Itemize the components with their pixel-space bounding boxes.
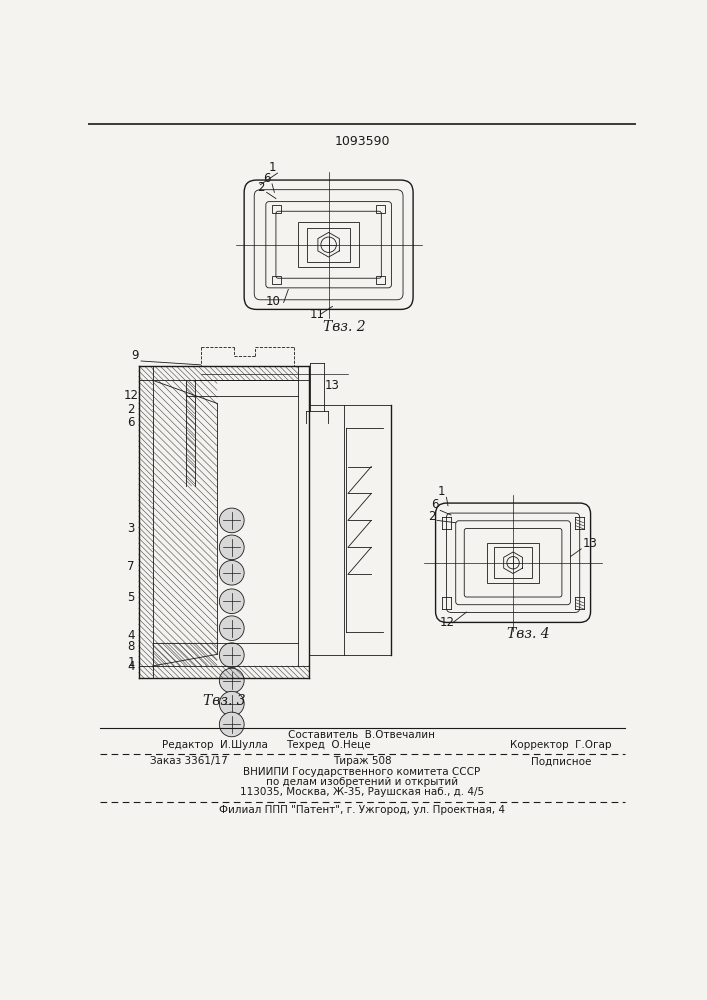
Text: Τвз. 3: Τвз. 3 (203, 694, 245, 708)
Circle shape (219, 616, 244, 641)
Text: 2: 2 (428, 510, 436, 523)
Text: 4: 4 (127, 629, 135, 642)
Circle shape (219, 691, 244, 716)
Circle shape (219, 589, 244, 614)
Text: 13: 13 (583, 537, 597, 550)
Text: 1: 1 (438, 485, 445, 498)
Text: Τвз. 4: Τвз. 4 (507, 627, 550, 641)
Text: 2: 2 (127, 403, 135, 416)
Text: 1: 1 (127, 656, 135, 669)
Text: 11: 11 (310, 308, 325, 321)
Text: 113035, Москва, Ж-35, Раушская наб., д. 4/5: 113035, Москва, Ж-35, Раушская наб., д. … (240, 787, 484, 797)
Text: 4: 4 (127, 660, 135, 673)
Circle shape (219, 643, 244, 667)
Text: по делам изобретений и открытий: по делам изобретений и открытий (266, 777, 458, 787)
Text: Редактор  И.Шулла: Редактор И.Шулла (162, 740, 268, 750)
Text: Корректор  Г.Огар: Корректор Г.Огар (510, 740, 612, 750)
Circle shape (219, 668, 244, 693)
Text: Филиал ППП "Патент", г. Ужгород, ул. Проектная, 4: Филиал ППП "Патент", г. Ужгород, ул. Про… (219, 805, 505, 815)
Text: Техред  О.Неце: Техред О.Неце (286, 740, 371, 750)
Text: 6: 6 (127, 416, 135, 429)
Text: 10: 10 (266, 295, 281, 308)
Text: 1: 1 (269, 161, 276, 174)
Text: 3: 3 (127, 522, 135, 535)
Text: 8: 8 (127, 640, 135, 653)
Text: 9: 9 (131, 349, 139, 362)
Text: Заказ 3361/17: Заказ 3361/17 (151, 756, 228, 766)
Text: Тираж 508: Тираж 508 (332, 756, 391, 766)
Text: 7: 7 (127, 560, 135, 573)
Text: 2: 2 (257, 181, 265, 194)
Text: Подписное: Подписное (531, 756, 591, 766)
Text: 6: 6 (431, 498, 438, 511)
Circle shape (219, 560, 244, 585)
Text: Τвз. 2: Τвз. 2 (323, 320, 366, 334)
Text: ВНИИПИ Государственного комитета СССР: ВНИИПИ Государственного комитета СССР (243, 767, 481, 777)
Text: 6: 6 (263, 172, 271, 185)
Text: 5: 5 (127, 591, 135, 604)
Circle shape (219, 508, 244, 533)
Text: 1093590: 1093590 (334, 135, 390, 148)
Text: 12: 12 (440, 616, 455, 629)
Circle shape (219, 535, 244, 560)
Text: 13: 13 (325, 379, 340, 392)
Text: Составитель  В.Отвечалин: Составитель В.Отвечалин (288, 730, 436, 740)
Text: 12: 12 (124, 389, 139, 402)
Circle shape (219, 712, 244, 737)
